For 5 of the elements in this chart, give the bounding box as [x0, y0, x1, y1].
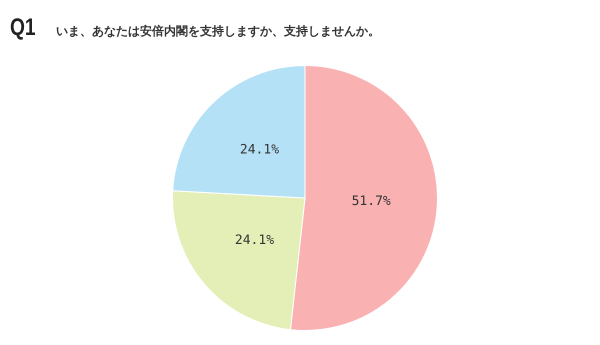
data-label: 24.1% — [234, 233, 274, 248]
data-label: 51.7% — [352, 194, 391, 210]
data-label: 24.1% — [240, 142, 280, 158]
chart-title: Q1 — [10, 14, 36, 42]
chart-subtitle: いま、あなたは安倍内閣を支持しますか、支持しませんか。 — [56, 23, 380, 40]
